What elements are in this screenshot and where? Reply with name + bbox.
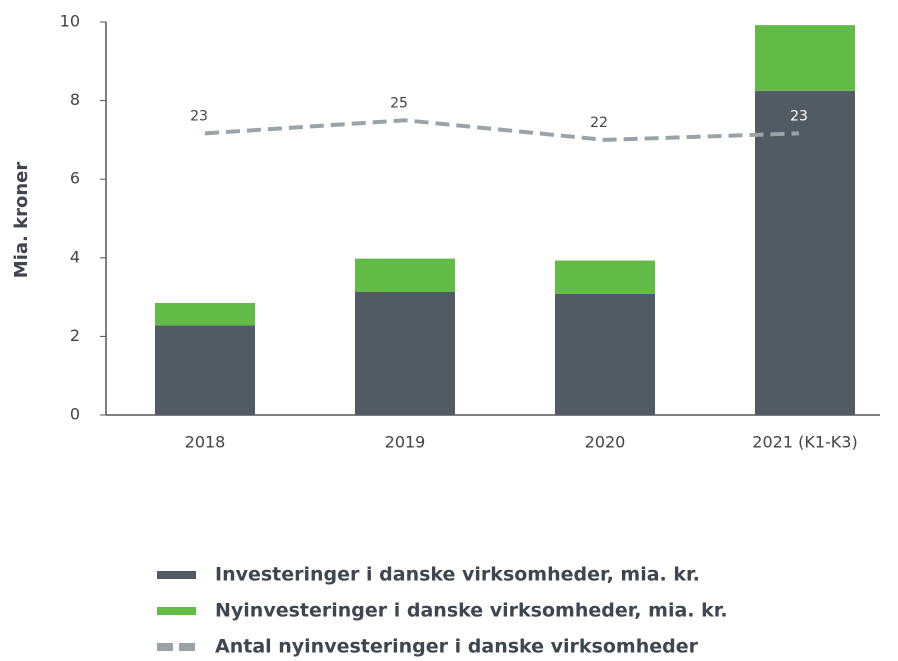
bar <box>555 260 655 294</box>
data-label: 23 <box>190 108 208 124</box>
bar <box>755 90 855 416</box>
data-label: 22 <box>590 115 608 131</box>
x-tick-label: 2018 <box>185 433 226 452</box>
bar <box>355 291 455 415</box>
bar <box>155 302 255 326</box>
legend-marker <box>157 607 196 615</box>
y-axis-label: Mia. kroner <box>11 162 32 279</box>
y-tick-label: 2 <box>70 326 80 345</box>
bar <box>155 325 255 415</box>
bar <box>755 25 855 91</box>
legend-label: Antal nyinvesteringer i danske virksomhe… <box>215 636 699 658</box>
y-tick-label: 4 <box>70 247 80 266</box>
legend-label: Nyinvesteringer i danske virksomheder, m… <box>215 600 728 622</box>
y-tick-label: 8 <box>70 90 80 109</box>
legend-label: Investeringer i danske virksomheder, mia… <box>215 564 700 586</box>
data-label: 25 <box>390 95 408 111</box>
x-tick-label: 2019 <box>385 433 426 452</box>
data-label: 23 <box>790 108 808 124</box>
y-tick-label: 6 <box>70 169 80 188</box>
line <box>204 118 800 142</box>
bar <box>555 293 655 415</box>
y-tick-label: 10 <box>60 12 80 31</box>
x-tick-label: 2021 (K1-K3) <box>752 433 857 452</box>
legend-marker <box>157 571 196 579</box>
y-tick-label: 0 <box>70 405 80 424</box>
x-tick-label: 2020 <box>585 433 626 452</box>
bar <box>355 258 455 292</box>
